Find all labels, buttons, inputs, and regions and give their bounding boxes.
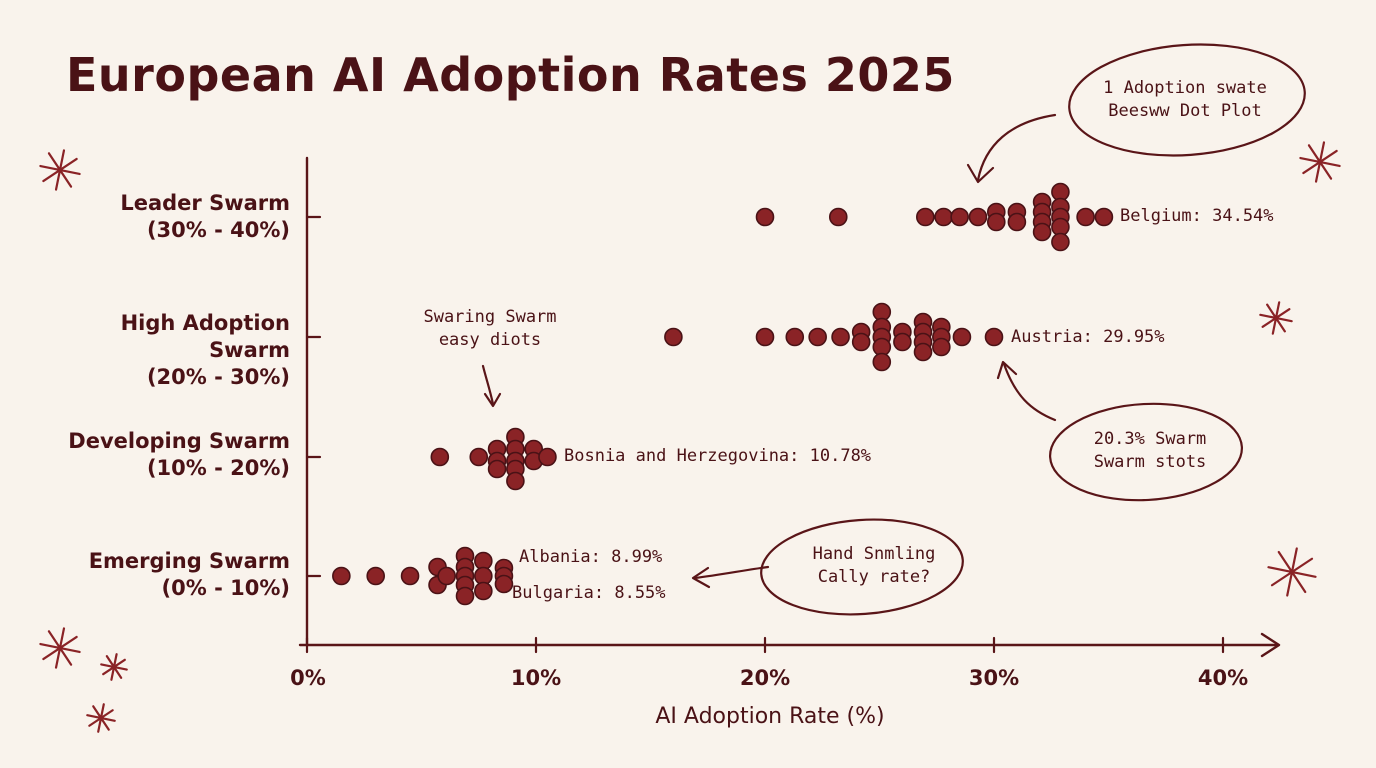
category-range: (30% - 40%): [146, 218, 290, 242]
data-point: [538, 447, 557, 467]
annotation-oval: [760, 518, 964, 616]
category-range: (0% - 10%): [161, 576, 290, 600]
x-tick-label: 30%: [968, 666, 1020, 690]
category-label-emerging: Emerging Swarm (0% - 10%): [50, 548, 290, 602]
category-label-high: High Adoption Swarm (20% - 30%): [50, 310, 290, 391]
category-name: Leader Swarm: [120, 191, 290, 215]
x-axis-label: AI Adoption Rate (%): [655, 704, 885, 729]
category-name: Emerging Swarm: [88, 549, 290, 573]
annotation-swarm-dots: Swaring Swarm easy diots: [423, 307, 557, 350]
annotation-arrowhead: [691, 566, 711, 589]
data-point: [986, 212, 1006, 232]
x-tick-label: 0%: [290, 666, 326, 690]
data-point: [755, 207, 775, 227]
point-label-bulgaria: Bulgaria: 8.55%: [512, 583, 666, 603]
data-point: [506, 471, 525, 491]
data-point: [893, 332, 912, 352]
data-point: [913, 342, 933, 362]
x-axis-arrowhead: [1260, 632, 1281, 658]
data-point: [831, 327, 850, 347]
data-point: [494, 574, 514, 594]
data-point: [808, 327, 827, 347]
data-point: [851, 332, 871, 352]
sparkle-decoration: [100, 653, 128, 681]
data-point: [950, 207, 969, 227]
data-point: [474, 581, 493, 601]
category-range: (20% - 30%): [146, 365, 290, 389]
annotation-swarm-stats: 20.3% Swarm Swarm stots: [1093, 429, 1207, 472]
data-point: [437, 566, 456, 586]
x-tick-label: 20%: [739, 666, 791, 690]
data-point: [469, 447, 489, 467]
data-point: [332, 566, 351, 586]
annotation-oval: [1068, 43, 1306, 157]
data-point: [664, 327, 683, 347]
data-point: [1076, 207, 1095, 227]
point-label-albania: Albania: 8.99%: [519, 547, 663, 567]
data-point: [932, 337, 951, 357]
sparkle-decoration: [1267, 547, 1317, 597]
data-point: [915, 207, 935, 227]
category-name: High Adoption Swarm: [120, 311, 290, 362]
data-point: [1032, 222, 1052, 242]
data-point: [1094, 207, 1114, 227]
sparkle-decoration: [39, 627, 81, 669]
sparkle-decoration: [86, 703, 116, 733]
data-point: [1007, 212, 1027, 232]
data-point: [400, 566, 420, 586]
data-point: [455, 586, 475, 606]
point-label-austria: Austria: 29.95%: [1011, 327, 1165, 347]
annotation-arrowhead: [966, 163, 995, 184]
data-point: [952, 327, 972, 347]
annotation-arrow: [1002, 362, 1057, 422]
x-tick-label: 40%: [1197, 666, 1249, 690]
data-point: [1051, 232, 1070, 252]
annotation-arrow: [693, 565, 770, 580]
sparkle-decoration: [1259, 301, 1293, 335]
annotation-arrowhead: [483, 392, 502, 408]
annotation-plot-type: 1 Adoption swate Beesww Dot Plot: [1103, 78, 1267, 121]
data-point: [785, 327, 805, 347]
data-point: [984, 327, 1004, 347]
annotation-oval: [1048, 402, 1244, 502]
data-point: [430, 447, 450, 467]
data-point: [366, 566, 386, 586]
point-label-bosnia: Bosnia and Herzegovina: 10.78%: [564, 446, 872, 466]
annotation-arrow-head: [996, 360, 1018, 380]
category-range: (10% - 20%): [146, 456, 290, 480]
data-point: [828, 207, 848, 227]
annotation-arrow: [481, 364, 495, 406]
x-tick-label: 10%: [510, 666, 562, 690]
data-point: [755, 327, 775, 347]
category-label-leader: Leader Swarm (30% - 40%): [50, 190, 290, 244]
category-name: Developing Swarm: [68, 429, 290, 453]
chart-title: European AI Adoption Rates 2025: [66, 48, 955, 102]
category-label-developing: Developing Swarm (10% - 20%): [50, 428, 290, 482]
data-point: [934, 207, 953, 227]
annotation-rate-question: Hand Snmling Cally rate?: [812, 544, 936, 587]
point-label-belgium: Belgium: 34.54%: [1120, 206, 1274, 226]
data-point: [487, 459, 507, 479]
sparkle-decoration: [1299, 141, 1341, 183]
data-point: [872, 352, 892, 372]
sparkle-decoration: [39, 149, 81, 191]
data-point: [968, 207, 988, 227]
annotation-arrow: [976, 113, 1057, 182]
